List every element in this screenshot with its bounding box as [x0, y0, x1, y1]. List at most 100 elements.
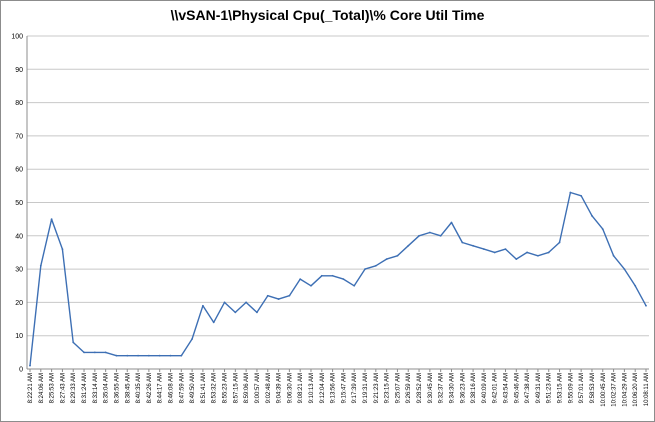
- data-point: [115, 354, 118, 357]
- data-point: [191, 338, 194, 340]
- data-point: [461, 241, 464, 244]
- x-tick-label: 8:22:21 AM: [28, 373, 34, 403]
- data-point: [169, 354, 172, 357]
- data-point: [310, 284, 312, 287]
- x-tick-label: 9:17:39 AM: [352, 373, 358, 403]
- y-tick-label: 20: [15, 300, 23, 307]
- data-point: [147, 354, 150, 357]
- data-point: [428, 231, 431, 234]
- data-point: [526, 251, 529, 254]
- x-tick-label: 8:25:53 AM: [50, 373, 56, 403]
- y-tick-label: 100: [11, 34, 23, 41]
- x-tick-label: 8:53:32 AM: [212, 373, 218, 403]
- x-tick-label: 9:42:01 AM: [493, 373, 499, 403]
- data-point: [234, 311, 237, 314]
- x-tick-label: 9:57:01 AM: [579, 373, 585, 403]
- x-tick-label: 10:04:29 AM: [622, 373, 628, 407]
- data-point: [623, 268, 626, 270]
- data-point: [439, 234, 442, 237]
- x-tick-label: 9:06:30 AM: [287, 373, 293, 403]
- data-point: [202, 304, 204, 307]
- data-point: [223, 301, 226, 304]
- x-tick-label: 9:13:56 AM: [331, 373, 337, 403]
- y-tick-label: 80: [15, 100, 23, 107]
- y-tick-label: 30: [15, 267, 23, 274]
- x-tick-label: 10:00:45 AM: [601, 373, 607, 407]
- x-tick-label: 8:46:08 AM: [168, 373, 174, 403]
- x-tick-label: 9:36:23 AM: [460, 373, 466, 403]
- data-point: [515, 258, 518, 261]
- x-tick-label: 9:53:15 AM: [558, 373, 564, 403]
- x-tick-label: 8:42:26 AM: [147, 373, 153, 403]
- x-tick-label: 8:29:33 AM: [71, 373, 77, 403]
- y-tick-label: 70: [15, 133, 23, 140]
- y-tick-label: 60: [15, 167, 23, 174]
- y-tick-label: 10: [15, 333, 23, 340]
- x-tick-label: 9:30:45 AM: [428, 373, 434, 403]
- data-point: [288, 294, 291, 297]
- axes: [26, 36, 649, 372]
- y-tick-label: 40: [15, 233, 23, 240]
- x-tick-label: 9:12:04 AM: [320, 373, 326, 403]
- x-tick-label: 10:02:37 AM: [612, 373, 618, 407]
- data-point: [93, 351, 96, 354]
- data-point: [504, 248, 507, 251]
- data-point: [645, 304, 647, 307]
- data-point: [569, 191, 572, 194]
- data-point: [418, 234, 420, 237]
- data-point: [493, 251, 496, 254]
- x-tick-label: 8:27:43 AM: [60, 373, 66, 403]
- data-point: [353, 284, 356, 287]
- data-point: [472, 244, 474, 247]
- data-point: [396, 254, 399, 257]
- data-point: [126, 354, 129, 357]
- data-point: [39, 264, 42, 267]
- data-point: [342, 278, 345, 280]
- x-tick-label: 8:36:55 AM: [114, 373, 120, 403]
- x-tick-label: 9:08:21 AM: [298, 373, 304, 403]
- x-tick-label: 9:23:15 AM: [385, 373, 391, 403]
- x-tick-label: 8:57:15 AM: [233, 373, 239, 403]
- data-point: [256, 311, 258, 314]
- y-tick-label: 50: [15, 200, 23, 207]
- data-point: [580, 194, 583, 197]
- data-point: [266, 294, 269, 297]
- data-point: [537, 254, 539, 257]
- x-tick-label: 8:31:24 AM: [82, 373, 88, 403]
- data-point: [482, 248, 485, 251]
- x-tick-label: 8:35:04 AM: [104, 373, 110, 403]
- data-point: [61, 248, 64, 251]
- x-tick-label: 9:21:23 AM: [374, 373, 380, 403]
- x-tick-label: 9:04:39 AM: [277, 373, 283, 403]
- data-point: [374, 264, 377, 267]
- x-tick-label: 9:38:16 AM: [471, 373, 477, 403]
- data-point: [277, 298, 280, 300]
- x-tick-label: 9:26:59 AM: [406, 373, 412, 403]
- data-point: [245, 301, 248, 304]
- data-point: [72, 341, 75, 344]
- data-point: [50, 218, 53, 221]
- data-point: [601, 228, 604, 231]
- x-tick-label: 9:58:53 AM: [590, 373, 596, 403]
- data-point: [83, 351, 85, 354]
- x-tick-label: 8:49:50 AM: [190, 373, 196, 403]
- x-tick-label: 9:55:09 AM: [568, 373, 574, 403]
- x-tick-label: 9:32:37 AM: [439, 373, 445, 403]
- x-tick-label: 10:06:20 AM: [633, 373, 639, 407]
- gridlines: [27, 35, 649, 337]
- data-point: [612, 254, 615, 257]
- series-layer: [29, 191, 647, 367]
- x-tick-label: 10:08:11 AM: [644, 373, 650, 406]
- x-tick-label: 8:44:17 AM: [158, 373, 164, 403]
- x-tick-label: 8:38:45 AM: [125, 373, 131, 403]
- data-point: [299, 278, 302, 280]
- data-point: [547, 251, 550, 254]
- data-point: [331, 274, 334, 277]
- data-point: [385, 258, 388, 261]
- x-tick-label: 8:55:23 AM: [223, 373, 229, 403]
- data-point: [407, 244, 410, 247]
- x-tick-label: 9:28:52 AM: [417, 373, 423, 403]
- data-point: [180, 354, 183, 357]
